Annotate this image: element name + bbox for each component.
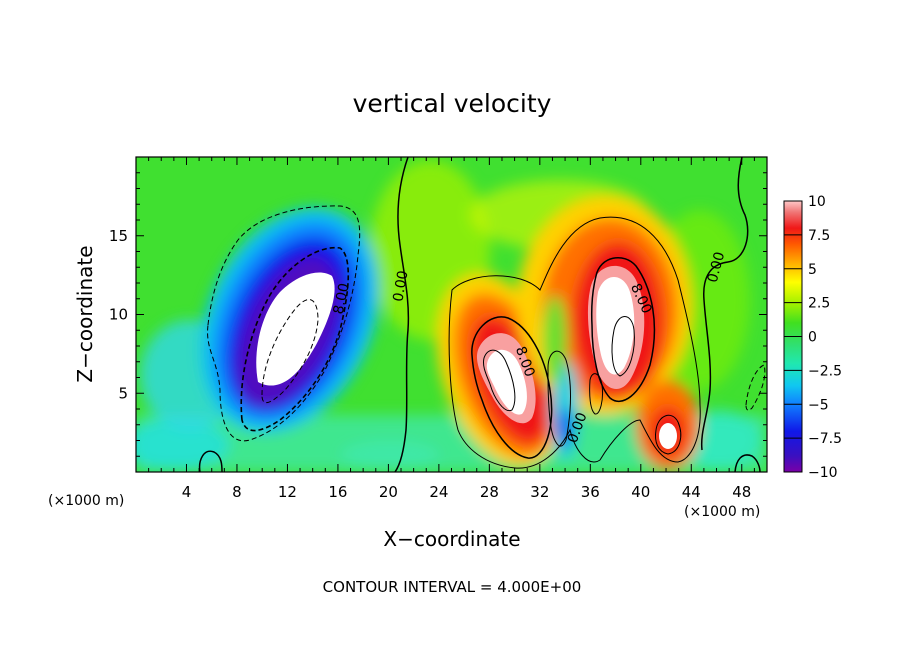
y-tick-label: 15 <box>109 227 128 245</box>
contour-eight-updraft1 <box>471 316 553 459</box>
contour-updraft3 <box>655 414 682 455</box>
colorbar-tick-label: 7.5 <box>808 228 830 244</box>
x-tick-label: 36 <box>581 483 600 501</box>
y-axis-label: Z−coordinate <box>73 245 97 382</box>
x-tick-label: 48 <box>732 483 751 501</box>
field-bottom-mid-cyan <box>340 440 440 470</box>
plot-area: 0.000.000.008.00 8.008.00 <box>136 157 767 472</box>
contour-zero-small-right <box>589 373 603 415</box>
contour-label: 0.00 <box>390 269 411 302</box>
updraft1-white-core <box>486 349 527 415</box>
contour-zero-updraft-outline <box>448 216 701 469</box>
x-unit-label-right: (×1000 m) <box>684 504 760 520</box>
colorbar-tick-label: −2.5 <box>808 363 842 379</box>
contour-zero-right <box>700 157 749 451</box>
colorbar: 10 7.5 5 2.5 0 −2.5 −5 −7.5 −10 <box>783 194 842 481</box>
x-tick-label: 44 <box>682 483 701 501</box>
x-tick-label: 20 <box>379 483 398 501</box>
y-tick-marks <box>136 172 767 457</box>
x-tick-label: 32 <box>530 483 549 501</box>
contour-zero-center <box>394 157 410 472</box>
dashed-contour-outer <box>207 205 361 442</box>
colorbar-tick-marks <box>784 200 802 473</box>
colorbar-tick-label: −10 <box>808 465 838 481</box>
contour-zero-left-bottom <box>198 450 223 472</box>
y-tick-label: 10 <box>109 306 128 324</box>
colorbar-tick-label: −7.5 <box>808 431 842 447</box>
gap-green <box>543 295 567 385</box>
colorbar-tick-label: 0 <box>808 330 817 346</box>
contour-label: 0.00 <box>705 250 729 284</box>
contour-interval-text: CONTOUR INTERVAL = 4.000E+00 <box>323 578 582 596</box>
contour-zero-right-bottom <box>734 454 761 472</box>
contour-inner-updraft1 <box>483 349 516 412</box>
updraft3-white-core <box>659 423 677 449</box>
x-tick-label: 28 <box>480 483 499 501</box>
y-tick-label: 5 <box>118 384 128 402</box>
dashed-contour-right-small <box>745 364 766 411</box>
dashed-contours <box>207 205 766 442</box>
colorbar-tick-label: 2.5 <box>808 296 830 312</box>
contour-inner-updraft2 <box>611 316 635 377</box>
contour-label: 8.00 <box>331 282 353 316</box>
colorbar-tick-labels: 10 7.5 5 2.5 0 −2.5 −5 −7.5 −10 <box>808 194 842 481</box>
x-unit-label-left: (×1000 m) <box>48 493 124 509</box>
x-tick-label: 40 <box>631 483 650 501</box>
y-tick-labels: 5 10 15 <box>109 227 128 403</box>
x-tick-label: 12 <box>278 483 297 501</box>
x-tick-labels: 4 8 12 16 20 24 28 32 36 40 44 48 <box>182 483 752 501</box>
x-tick-marks <box>148 157 755 472</box>
dashed-contour-mid <box>240 246 350 432</box>
downdraft-white-core <box>256 272 335 386</box>
x-axis-label: X−coordinate <box>383 527 520 551</box>
colorbar-tick-label: 5 <box>808 262 817 278</box>
x-tick-label: 24 <box>429 483 448 501</box>
contour-zero-small-left <box>547 350 571 447</box>
chart-title: vertical velocity <box>353 89 552 118</box>
x-tick-label: 8 <box>232 483 242 501</box>
field-bottom-left-cyan <box>136 420 230 470</box>
colorbar-tick-label: −5 <box>808 397 829 413</box>
dashed-contour-inner <box>261 299 319 404</box>
colorbar-tick-label: 10 <box>808 194 826 210</box>
x-tick-label: 4 <box>182 483 192 501</box>
contour-lines <box>198 157 761 472</box>
contour-eight-updraft2 <box>591 256 656 403</box>
x-tick-label: 16 <box>328 483 347 501</box>
